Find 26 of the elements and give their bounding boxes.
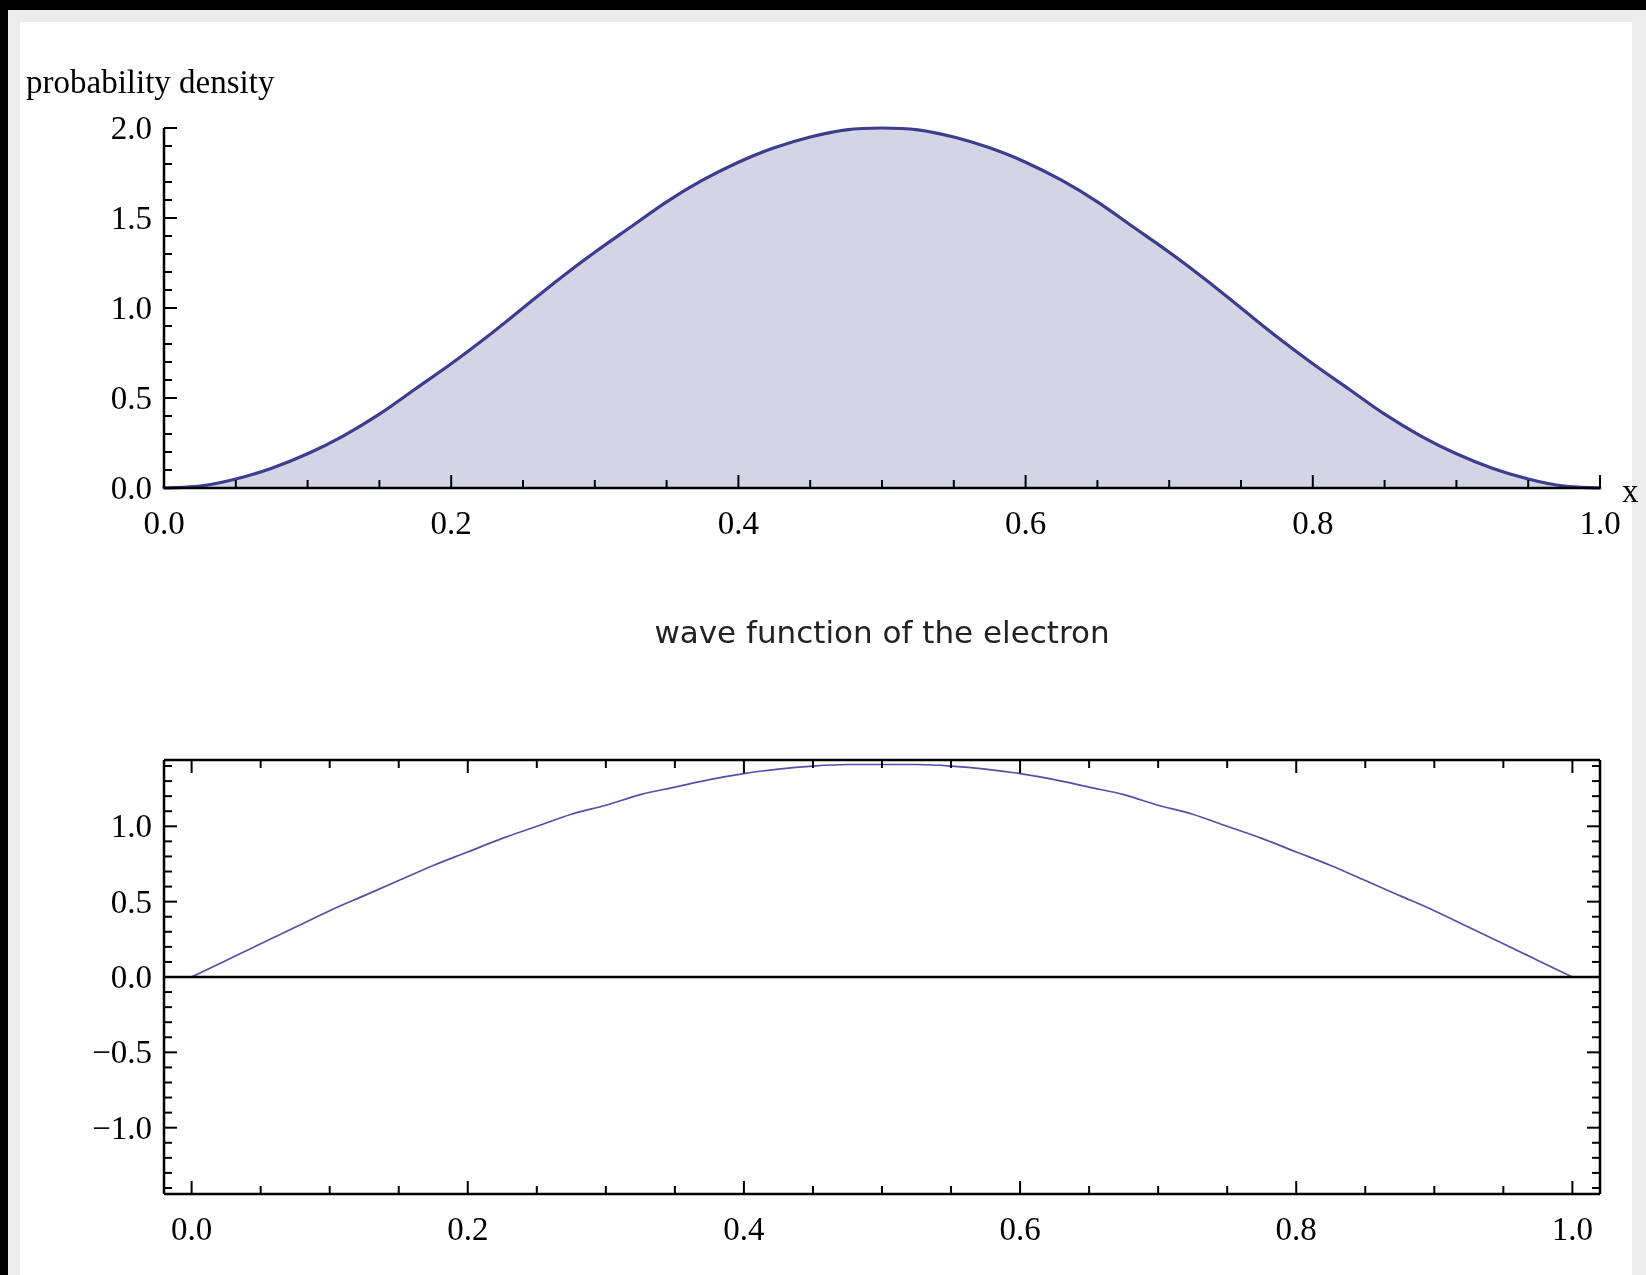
chart-title: wave function of the electron (654, 614, 1110, 651)
x-tick-label: 0.8 (1275, 1211, 1317, 1247)
x-tick-label: 0.2 (447, 1211, 489, 1247)
x-tick-label: 1.0 (1579, 505, 1621, 541)
line-series (190, 763, 1574, 978)
x-tick-label: 0.2 (430, 505, 472, 541)
x-axis-title: x (1622, 473, 1639, 509)
x-tick-label: 0.0 (143, 505, 185, 541)
y-tick-label: −0.5 (92, 1034, 152, 1071)
x-tick-label: 0.6 (1004, 505, 1047, 541)
y-tick-label: 0.0 (110, 470, 152, 506)
y-tick-label: 1.5 (110, 200, 152, 236)
x-tick-label: 0.6 (999, 1211, 1041, 1247)
y-tick-label: −1.0 (92, 1109, 152, 1146)
x-tick-label: 0.0 (170, 1211, 213, 1247)
x-tick-label: 0.4 (723, 1211, 765, 1247)
x-tick-label: 1.0 (1551, 1211, 1594, 1247)
y-tick-label: 1.0 (110, 808, 152, 845)
y-tick-label: 0.0 (110, 959, 152, 995)
y-tick-label: 1.0 (110, 290, 152, 326)
y-tick-label: 2.0 (110, 110, 152, 146)
y-tick-label: 0.5 (110, 380, 152, 416)
x-tick-label: 0.4 (717, 505, 760, 541)
y-axis-title: probability density (26, 64, 275, 100)
x-tick-label: 0.8 (1292, 505, 1334, 541)
y-tick-label: 0.5 (110, 883, 152, 920)
